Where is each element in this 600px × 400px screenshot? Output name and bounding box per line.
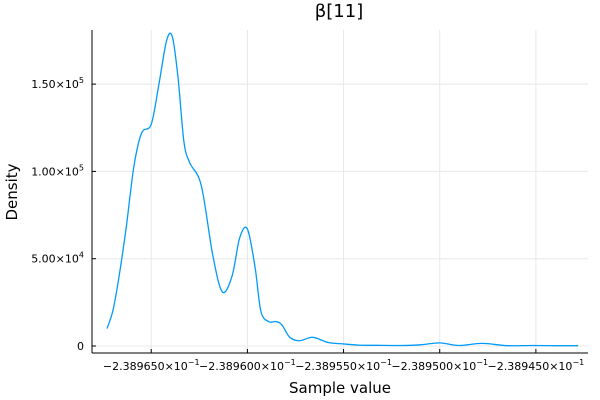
x-tick-labels: −2.389650×10−1 −2.389600×10−1 −2.389550×10… <box>103 358 584 373</box>
grid-lines <box>92 30 588 353</box>
x-axis-label: Sample value <box>289 379 391 397</box>
y-axis-label: Density <box>3 163 21 220</box>
series-layer <box>106 32 579 347</box>
chart-title: β[11] <box>315 1 363 22</box>
y-tick-label: 1.50×105 <box>31 76 84 91</box>
x-tick-label: −2.389550×10−1 <box>295 358 392 373</box>
x-tick-label: −2.389650×10−1 <box>103 358 200 373</box>
axes <box>91 30 588 354</box>
x-tick-label: −2.389450×10−1 <box>488 358 585 373</box>
x-tick-label: −2.389500×10−1 <box>391 358 488 373</box>
y-tick-label: 5.00×104 <box>31 251 84 266</box>
y-tick-label: 1.00×105 <box>31 163 84 178</box>
y-tick-labels: 0 5.00×104 1.00×105 1.50×105 <box>31 76 84 353</box>
y-tick-label: 0 <box>77 340 84 353</box>
density-series-line <box>106 32 579 347</box>
x-tick-label: −2.389600×10−1 <box>199 358 296 373</box>
